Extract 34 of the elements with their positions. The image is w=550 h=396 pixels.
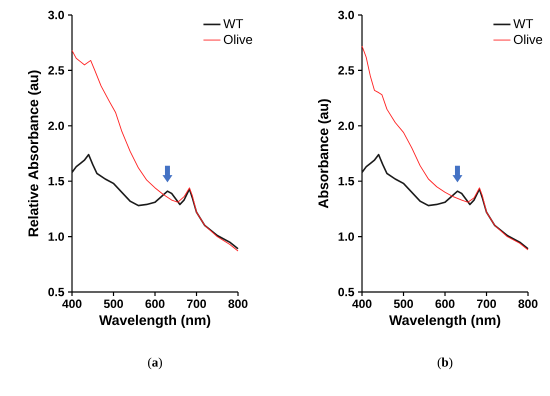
- y-tick-label: 3.0: [48, 10, 64, 20]
- y-tick-label: 2.5: [338, 66, 354, 75]
- x-tick-label: 800: [228, 300, 248, 308]
- legend-label: Olive: [224, 34, 252, 44]
- y-tick-label: 2.5: [48, 66, 64, 75]
- y-tick-label: 1.0: [338, 232, 354, 241]
- y-tick-label: 3.0: [338, 10, 354, 20]
- y-tick-label: 0.5: [48, 288, 64, 296]
- x-tick-label: 400: [62, 300, 82, 308]
- y-tick-label: 0.5: [338, 288, 354, 296]
- legend-label: Olive: [514, 34, 542, 44]
- x-axis-title: Wavelength (nm): [99, 314, 210, 328]
- line-series: [362, 46, 528, 250]
- legend-label: WT: [513, 19, 534, 28]
- y-tick-label: 1.5: [48, 177, 64, 186]
- y-tick-label: 2.0: [48, 122, 64, 130]
- text: (b): [438, 358, 452, 370]
- x-tick-label: 700: [477, 300, 496, 308]
- x-tick-label: 400: [352, 300, 372, 308]
- legend-label: WT: [223, 19, 244, 28]
- x-tick-label: 600: [435, 300, 454, 308]
- y-tick-label: 2.0: [338, 122, 354, 130]
- x-tick-label: 500: [104, 300, 123, 308]
- y-tick-label: 1.0: [48, 232, 64, 241]
- y-axis-title: Absorbance (au): [318, 99, 332, 208]
- x-tick-label: 700: [187, 300, 206, 308]
- y-axis-title: Relative Absorbance (au): [28, 70, 42, 236]
- text: (a): [148, 358, 162, 370]
- y-tick-label: 1.5: [338, 177, 354, 186]
- x-axis-title: Wavelength (nm): [389, 314, 500, 328]
- x-tick-label: 500: [394, 300, 413, 308]
- line-series: [72, 50, 238, 252]
- x-tick-label: 800: [518, 300, 538, 308]
- x-tick-label: 600: [145, 300, 164, 308]
